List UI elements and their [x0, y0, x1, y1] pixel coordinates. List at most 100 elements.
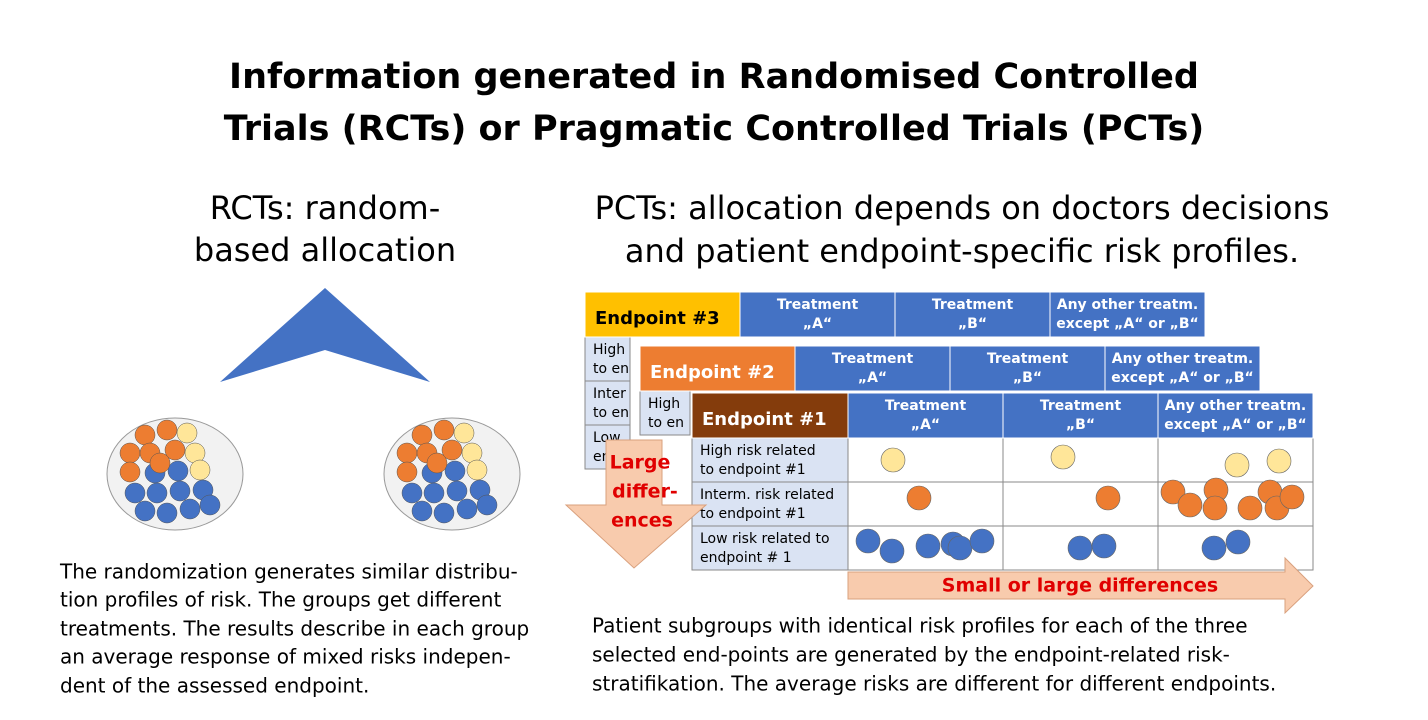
column-header [739, 291, 896, 338]
patient-dot [179, 498, 201, 520]
column-label: Any other treatm. [1165, 398, 1307, 414]
patient-dot [915, 533, 941, 559]
pct-heading: and patient endpoint-specific risk profi… [625, 232, 1299, 270]
row-label: High [593, 342, 625, 358]
column-label: „A“ [911, 417, 940, 433]
arrow-label: Small or large differences [942, 575, 1218, 597]
row-label: endpoint # 1 [700, 550, 792, 566]
table-cell [1002, 481, 1159, 527]
column-header [847, 392, 1004, 439]
endpoint-cell [584, 291, 741, 338]
patient-dots [119, 419, 498, 524]
chevron [220, 288, 430, 382]
patient-dot [164, 439, 186, 461]
column-header [1157, 392, 1314, 439]
column-label: except „A“ or „B“ [1164, 417, 1307, 433]
patient-dot [1095, 485, 1121, 511]
patient-dot [969, 528, 995, 554]
title-line: Information generated in Randomised Cont… [229, 57, 1199, 97]
endpoint-label: Endpoint #1 [702, 409, 827, 430]
row-label-cell [691, 525, 849, 571]
column-label: Treatment [777, 297, 859, 313]
right-arrow [847, 556, 1314, 615]
column-label: Treatment [885, 398, 967, 414]
column-label: except „A“ or „B“ [1111, 370, 1254, 386]
patient-dot [1091, 533, 1117, 559]
pct-description: Patient subgroups with identical risk pr… [592, 614, 1248, 638]
patient-dot [396, 461, 418, 483]
patient-dot [423, 482, 445, 504]
patient-dot [189, 459, 211, 481]
rct-description: tion profiles of risk. The groups get di… [60, 588, 501, 612]
column-label: Treatment [832, 351, 914, 367]
patient-dot [167, 460, 189, 482]
arrow-label: ences [611, 510, 673, 532]
patient-dot [1237, 495, 1263, 521]
row-label: High [648, 396, 680, 412]
patient-dot [119, 461, 141, 483]
row-label: to en [593, 361, 629, 377]
endpoint-label: Endpoint #3 [595, 308, 720, 329]
column-header [949, 345, 1106, 392]
column-label: except „A“ or „B“ [1056, 316, 1199, 332]
arrow-label: differ- [612, 481, 678, 503]
table-cell [1002, 437, 1159, 483]
patient-dot [476, 494, 498, 516]
column-label: „B“ [958, 316, 987, 332]
patient-dot [169, 480, 191, 502]
row-label: to en [648, 415, 684, 431]
patient-dot [156, 502, 178, 524]
pct-heading: PCTs: allocation depends on doctors deci… [595, 189, 1330, 227]
patient-dot [453, 422, 475, 444]
pct-description: stratifikation. The average risks are di… [592, 672, 1276, 696]
patient-dot [879, 538, 905, 564]
column-label: „A“ [858, 370, 887, 386]
patient-dot [426, 452, 448, 474]
row-label-cell [584, 380, 631, 426]
table-cell [847, 437, 1004, 483]
patient-dot [199, 494, 221, 516]
patient-dot [1224, 452, 1250, 478]
column-label: Treatment [1040, 398, 1122, 414]
column-header [894, 291, 1051, 338]
patient-dot [146, 482, 168, 504]
row-label-cell [691, 481, 849, 527]
column-header [794, 345, 951, 392]
patient-dot [1225, 529, 1251, 555]
patient-dot [855, 528, 881, 554]
patient-dot [1050, 444, 1076, 470]
row-label-cell [639, 390, 691, 436]
column-label: Treatment [987, 351, 1069, 367]
patient-dot [433, 419, 455, 441]
patient-dot [1279, 484, 1305, 510]
row-label: Inter [593, 386, 626, 402]
column-header [1104, 345, 1261, 392]
row-label: Low risk related to [700, 531, 830, 547]
patient-dot [433, 502, 455, 524]
patient-dot [466, 459, 488, 481]
rct-description: dent of the assessed endpoint. [60, 674, 369, 698]
patient-dot [134, 500, 156, 522]
row-label: to endpoint #1 [700, 506, 806, 522]
column-label: Any other treatm. [1112, 351, 1254, 367]
patient-dot [156, 419, 178, 441]
patient-dot [1201, 535, 1227, 561]
row-label: Interm. risk related [700, 487, 834, 503]
endpoint-cell [691, 392, 849, 439]
rct-heading: based allocation [194, 231, 456, 269]
patient-dot [1160, 479, 1186, 505]
row-label: to endpoint #1 [700, 462, 806, 478]
row-label: High risk related [700, 443, 816, 459]
column-label: Any other treatm. [1057, 297, 1199, 313]
row-label-cell [584, 336, 631, 382]
column-header [1049, 291, 1206, 338]
patient-dot [446, 480, 468, 502]
patient-dot [444, 460, 466, 482]
rct-description: an average response of mixed risks indep… [60, 645, 511, 669]
patient-dot [456, 498, 478, 520]
row-label: to en [593, 405, 629, 421]
patient-dot [1177, 492, 1203, 518]
rct-description: The randomization generates similar dist… [59, 560, 518, 584]
